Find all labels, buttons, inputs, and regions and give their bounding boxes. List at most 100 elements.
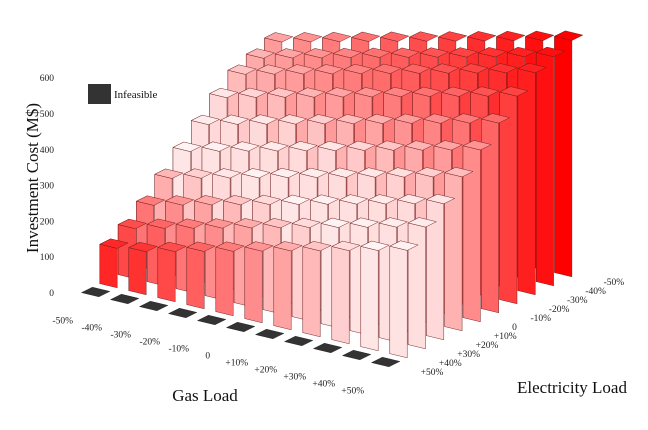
bar [462,140,492,323]
bar [535,46,566,287]
bar-top [524,30,555,41]
bar-top [331,240,361,251]
bar-top [303,48,334,59]
bar-front [244,246,263,324]
electricity-tick-label: -20% [549,305,570,315]
bar-top [372,63,402,74]
bar-top [230,141,260,152]
bar-front [157,247,176,303]
bar-top [248,114,279,125]
bar-front [517,68,536,296]
bar-top [285,64,315,75]
bar-top [201,141,231,152]
bar-top [444,167,474,178]
bar-top [314,64,344,75]
bar-top [244,241,274,252]
bar-top [183,168,213,179]
bar-front [186,247,205,310]
electricity-tick-label: +50% [421,368,444,378]
bar-top [262,218,293,229]
bar-top [309,194,340,205]
bar-top [437,31,468,42]
bar-top [379,31,410,42]
infeasible-marker [196,314,227,326]
bar-top [157,241,187,252]
bar [517,62,547,296]
infeasible-marker [254,328,285,340]
bar-front [535,52,554,287]
bar-top [215,241,245,252]
bar-top [411,86,442,97]
bar-top [466,31,497,42]
axis-labels: -50%-40%-30%-20%-10%0+10%+20%+30%+40%+50… [53,278,625,396]
bar-top [440,86,471,97]
bar-top [233,218,264,229]
bar-top [415,167,445,178]
bar [444,166,474,332]
bar [302,240,332,338]
bar-top [396,194,427,205]
gas-tick-label: -50% [53,316,74,326]
bar-top [451,113,482,124]
bar-front [302,246,321,338]
bar-top [259,141,289,152]
bar-top [375,140,405,151]
x-axis-title: Gas Load [172,386,238,405]
bar-top [274,48,305,59]
infeasible-marker [167,307,198,319]
z-tick-label: 600 [40,74,55,84]
electricity-tick-label: -40% [585,287,606,297]
bar-top [382,86,413,98]
bar-top [425,193,456,205]
gas-tick-label: 0 [205,351,210,361]
infeasible-marker [109,293,140,305]
bar-top [367,194,398,205]
bar-top [99,238,129,249]
electricity-tick-label: -50% [604,278,625,288]
bar-top [146,218,177,229]
bar-top [186,241,216,252]
infeasible-marker [283,335,314,347]
infeasible-marker [370,356,401,368]
bar [389,240,419,359]
bar-top [208,87,239,99]
bar-top [295,87,326,98]
bar-top [251,194,282,205]
bar-top [346,140,376,151]
bar-top [128,241,158,253]
gas-tick-label: +10% [225,358,248,368]
z-tick-label: 400 [40,146,55,156]
electricity-tick-label: +10% [494,332,517,342]
bar [498,86,529,305]
bar-front [215,246,234,317]
infeasible-marker [225,321,256,333]
bar-top [302,241,332,252]
bar-top [332,47,363,59]
bar-top [324,87,355,98]
bar-top [266,87,297,98]
electricity-tick-label: +40% [439,359,462,369]
bar-top [408,31,439,42]
gas-tick-label: +20% [254,365,277,375]
bar [480,113,511,314]
bar [360,240,390,352]
bar-top [459,63,489,74]
bar-top [480,113,511,124]
bar-top [237,87,268,98]
bar-top [256,64,286,75]
bar-top [154,168,184,179]
bar-top [517,62,547,74]
z-tick-label: 500 [40,110,55,120]
bar-top [299,167,329,178]
bar-top [430,63,460,74]
bar-top [407,217,438,228]
bar [273,241,303,331]
bar-top [204,218,235,229]
bar-top [317,140,347,152]
bar-top [364,113,395,124]
bar-front [360,246,379,352]
bar [331,240,361,345]
bar-top [273,241,303,252]
bar-top [349,217,380,228]
